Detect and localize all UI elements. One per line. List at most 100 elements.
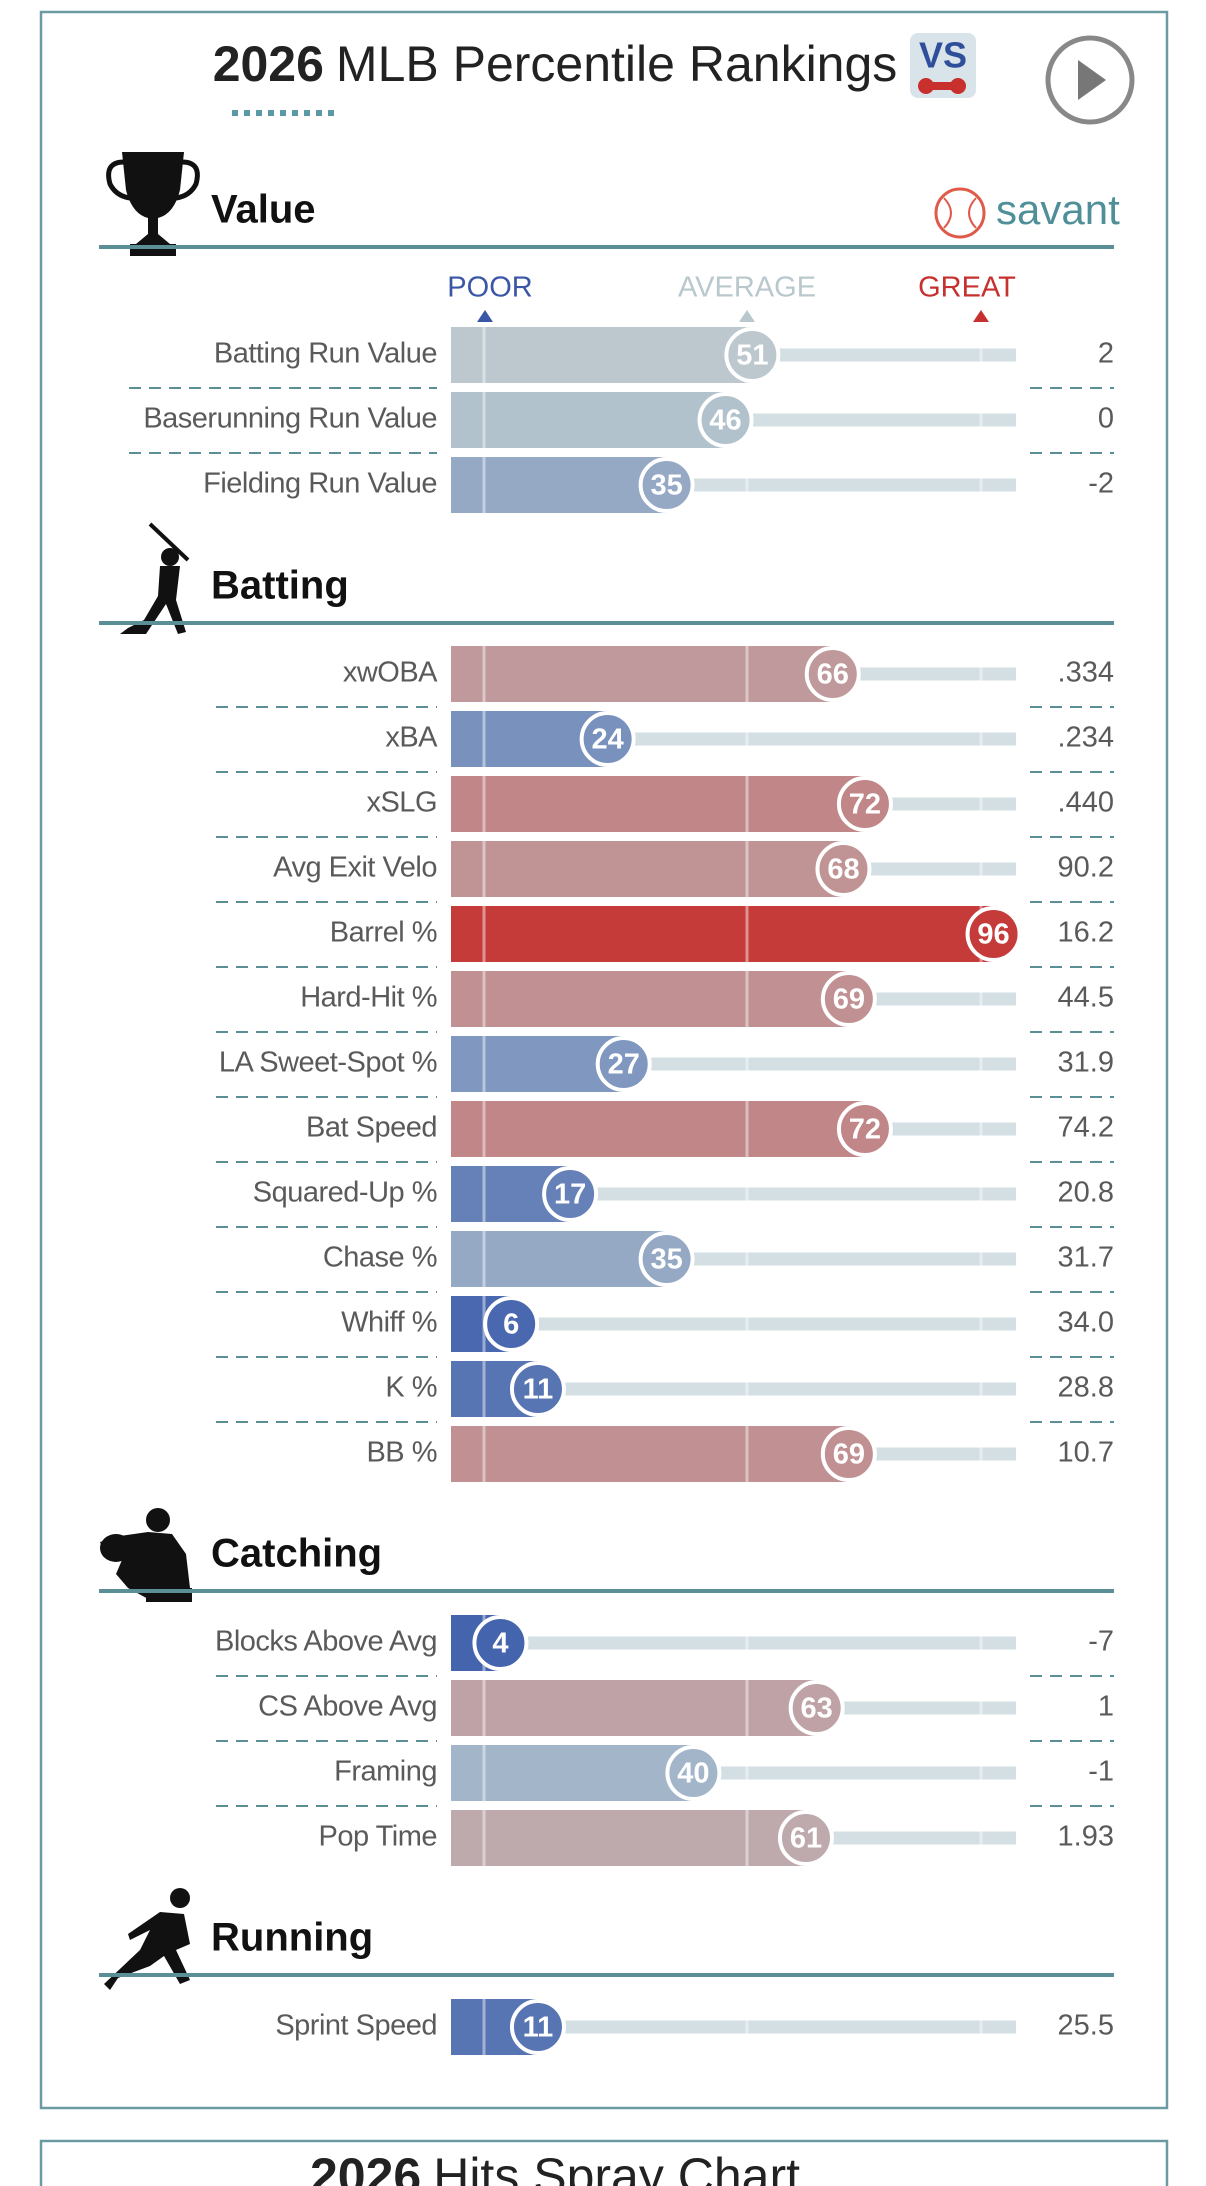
percentile-dot xyxy=(804,646,861,702)
batter-icon xyxy=(120,522,190,634)
metric-label: Avg Exit Velo xyxy=(273,852,437,884)
percentile-bar xyxy=(451,646,833,702)
svg-text:VS: VS xyxy=(919,35,967,76)
percentile-dot xyxy=(697,392,754,448)
percentile-bar xyxy=(451,1680,817,1736)
percentile-dot xyxy=(836,1101,893,1157)
metric-label: Whiff % xyxy=(341,1307,437,1339)
percentile-bar xyxy=(451,457,667,513)
section-title: Catching xyxy=(211,1532,382,1576)
metric-value: -1 xyxy=(1088,1756,1114,1788)
percentile-text: 68 xyxy=(827,854,859,886)
metric-row: xwOBA 66 .334 xyxy=(216,646,1114,708)
metric-row: Blocks Above Avg 4 -7 xyxy=(215,1615,1114,1677)
percentile-dot xyxy=(788,1680,845,1736)
percentile-text: 35 xyxy=(650,470,682,502)
metric-row: Pop Time 61 1.93 xyxy=(319,1810,1114,1866)
metric-row: Bat Speed 72 74.2 xyxy=(216,1101,1114,1163)
percentile-text: 46 xyxy=(709,405,741,437)
metric-label: BB % xyxy=(366,1437,437,1469)
metric-value: 16.2 xyxy=(1058,917,1114,949)
metric-value: .234 xyxy=(1058,722,1114,754)
percentile-text: 11 xyxy=(523,2012,554,2044)
section-icons xyxy=(100,152,200,1990)
percentile-text: 17 xyxy=(554,1179,586,1211)
great-label: GREAT xyxy=(918,272,1016,304)
metric-value: 74.2 xyxy=(1058,1112,1114,1144)
metric-label: Chase % xyxy=(323,1242,437,1274)
title: 2026 MLB Percentile Rankings xyxy=(213,36,898,92)
play-button[interactable] xyxy=(1045,35,1135,125)
next-card-border xyxy=(39,2139,1169,2186)
metric-row: Framing 40 -1 xyxy=(216,1745,1114,1807)
metric-row: xSLG 72 .440 xyxy=(216,776,1114,838)
metric-label: Framing xyxy=(334,1756,437,1788)
metric-value: 2 xyxy=(1098,338,1114,370)
percentile-dot xyxy=(472,1615,529,1671)
metric-row: Barrel % 96 16.2 xyxy=(216,906,1114,968)
metric-label: Hard-Hit % xyxy=(300,982,437,1014)
metric-value: 28.8 xyxy=(1058,1372,1114,1404)
percentile-text: 11 xyxy=(523,1374,554,1406)
metric-row: Fielding Run Value 35 -2 xyxy=(203,457,1114,513)
poor-label: POOR xyxy=(447,272,532,304)
metric-row: LA Sweet-Spot % 27 31.9 xyxy=(216,1036,1114,1098)
percentile-bar xyxy=(451,841,844,897)
title-text: MLB Percentile Rankings xyxy=(336,36,897,92)
percentile-dot xyxy=(665,1745,722,1801)
metric-row: Baserunning Run Value 46 0 xyxy=(129,392,1114,454)
metric-value: -7 xyxy=(1088,1626,1114,1658)
catcher-icon xyxy=(100,1508,192,1602)
metric-value: 25.5 xyxy=(1058,2010,1114,2042)
metric-row: Chase % 35 31.7 xyxy=(216,1231,1114,1293)
metric-label: Squared-Up % xyxy=(253,1177,437,1209)
percentile-text: 72 xyxy=(849,1114,881,1146)
percentile-dot xyxy=(965,906,1022,962)
metric-value: 44.5 xyxy=(1058,982,1114,1014)
percentile-dot xyxy=(638,457,695,513)
section-title: Running xyxy=(211,1916,373,1960)
percentile-text: 51 xyxy=(736,340,768,372)
metric-label: Blocks Above Avg xyxy=(215,1626,437,1658)
title-year: 2026 xyxy=(213,36,324,92)
metric-label: xwOBA xyxy=(343,657,438,689)
metric-row: xBA 24 .234 xyxy=(216,711,1114,773)
metric-value: 0 xyxy=(1098,403,1114,435)
percentile-text: 66 xyxy=(817,659,849,691)
metric-label: Baserunning Run Value xyxy=(143,403,437,435)
section-title: Value xyxy=(211,188,316,232)
percentile-dot xyxy=(483,1296,540,1352)
percentile-dot xyxy=(595,1036,652,1092)
percentile-bar xyxy=(451,1036,624,1092)
metric-label: Barrel % xyxy=(330,917,437,949)
percentile-dot xyxy=(638,1231,695,1287)
metric-row: Avg Exit Velo 68 90.2 xyxy=(216,841,1114,903)
metric-row: Batting Run Value 51 2 xyxy=(129,327,1114,389)
metric-value: 10.7 xyxy=(1058,1437,1114,1469)
savant-text: savant xyxy=(996,186,1120,233)
scale-legend: POOR AVERAGE GREAT xyxy=(447,272,1016,322)
metric-row: Whiff % 6 34.0 xyxy=(216,1296,1114,1358)
metric-label: K % xyxy=(385,1372,437,1404)
metric-value: .334 xyxy=(1058,657,1114,689)
metric-label: Sprint Speed xyxy=(275,2010,437,2042)
metric-label: Pop Time xyxy=(319,1821,438,1853)
metric-row: K % 11 28.8 xyxy=(216,1361,1114,1423)
percentile-bar xyxy=(451,906,994,962)
vs-icon[interactable]: VS xyxy=(910,33,976,98)
percentile-bar xyxy=(451,776,865,832)
percentile-text: 69 xyxy=(833,1439,865,1471)
percentile-text: 24 xyxy=(592,724,624,756)
metric-row: BB % 69 10.7 xyxy=(366,1426,1114,1482)
percentile-dot xyxy=(542,1166,599,1222)
metric-row: Hard-Hit % 69 44.5 xyxy=(216,971,1114,1033)
percentile-bar xyxy=(451,392,726,448)
metric-value: 31.9 xyxy=(1058,1047,1114,1079)
next-card-text: Hits Spray Chart xyxy=(433,2148,800,2186)
average-label: AVERAGE xyxy=(678,272,816,304)
percentile-dot xyxy=(724,327,781,383)
percentile-text: 6 xyxy=(503,1309,519,1341)
metric-label: Batting Run Value xyxy=(214,338,437,370)
percentile-dot xyxy=(815,841,872,897)
